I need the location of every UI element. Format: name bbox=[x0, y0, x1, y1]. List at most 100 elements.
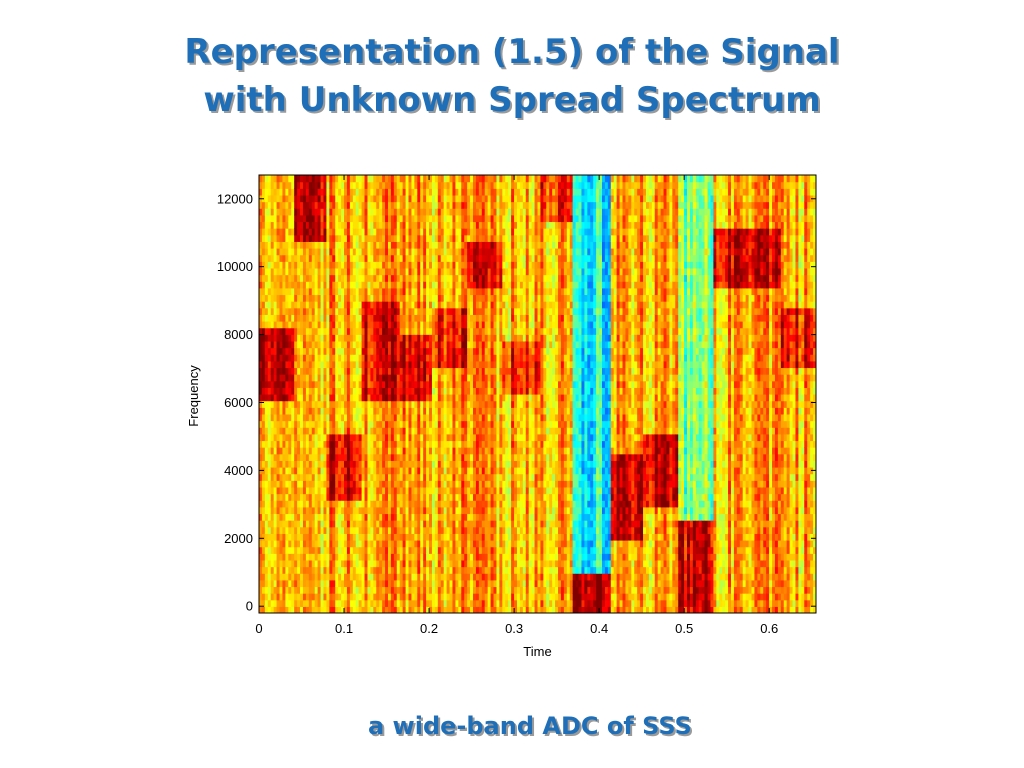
heatmap-cell bbox=[443, 566, 448, 574]
heatmap-cell bbox=[461, 420, 465, 428]
heatmap-cell bbox=[446, 374, 451, 382]
heatmap-cell bbox=[349, 427, 354, 435]
heatmap-cell bbox=[473, 394, 477, 402]
heatmap-cell bbox=[390, 321, 395, 329]
heatmap-cell bbox=[332, 188, 336, 196]
heatmap-cell bbox=[294, 241, 298, 249]
heatmap-cell bbox=[346, 480, 351, 488]
heatmap-cell bbox=[346, 447, 351, 455]
heatmap-cell bbox=[273, 540, 278, 548]
heatmap-cell bbox=[323, 234, 328, 242]
heatmap-cell bbox=[399, 281, 404, 289]
heatmap-cell bbox=[478, 480, 483, 488]
heatmap-cell bbox=[352, 261, 357, 269]
heatmap-cell bbox=[423, 593, 427, 601]
heatmap-cell bbox=[294, 447, 298, 455]
heatmap-cell bbox=[385, 208, 389, 216]
heatmap-cell bbox=[408, 420, 413, 428]
heatmap-cell bbox=[317, 314, 322, 322]
heatmap-cell bbox=[297, 599, 301, 607]
heatmap-cell bbox=[338, 374, 342, 382]
heatmap-cell bbox=[285, 540, 289, 548]
heatmap-cell bbox=[458, 460, 462, 468]
heatmap-cell bbox=[346, 214, 351, 223]
heatmap-cell bbox=[297, 546, 301, 554]
heatmap-cell bbox=[300, 228, 304, 236]
heatmap-cell bbox=[285, 559, 289, 568]
heatmap-cell bbox=[414, 606, 418, 613]
heatmap-cell bbox=[346, 553, 351, 561]
heatmap-cell bbox=[464, 327, 468, 335]
heatmap-cell bbox=[361, 407, 366, 415]
heatmap-cell bbox=[297, 201, 301, 209]
heatmap-cell bbox=[408, 559, 413, 568]
heatmap-cell bbox=[349, 234, 354, 242]
heatmap-cell bbox=[396, 427, 401, 435]
heatmap-cell bbox=[455, 387, 459, 395]
heatmap-cell bbox=[446, 294, 451, 302]
heatmap-cell bbox=[276, 586, 281, 594]
heatmap-cell bbox=[358, 486, 363, 495]
heatmap-cell bbox=[311, 453, 316, 461]
heatmap-cell bbox=[473, 566, 477, 574]
heatmap-cell bbox=[437, 281, 442, 289]
heatmap-cell bbox=[411, 360, 415, 369]
heatmap-cell bbox=[341, 181, 345, 189]
heatmap-cell bbox=[323, 526, 328, 534]
heatmap-cell bbox=[455, 281, 459, 289]
heatmap-cell bbox=[358, 360, 363, 369]
heatmap-cell bbox=[300, 287, 304, 296]
heatmap-cell bbox=[285, 553, 289, 561]
heatmap-cell bbox=[434, 506, 439, 515]
heatmap-cell bbox=[288, 500, 292, 508]
heatmap-cell bbox=[385, 599, 389, 607]
heatmap-cell bbox=[399, 513, 404, 521]
heatmap-cell bbox=[408, 586, 413, 594]
heatmap-cell bbox=[352, 566, 357, 574]
heatmap-cell bbox=[467, 520, 471, 528]
heatmap-cell bbox=[478, 467, 483, 475]
heatmap-cell bbox=[452, 327, 457, 335]
heatmap-cell bbox=[349, 520, 354, 528]
heatmap-cell bbox=[396, 234, 401, 242]
heatmap-cell bbox=[437, 347, 442, 355]
heatmap-cell bbox=[376, 281, 380, 289]
heatmap-cell bbox=[385, 433, 389, 442]
heatmap-cell bbox=[393, 314, 398, 322]
heatmap-cell bbox=[285, 201, 289, 209]
heatmap-cell bbox=[329, 427, 333, 435]
heatmap-cell bbox=[429, 413, 433, 422]
heatmap-cell bbox=[449, 573, 454, 581]
heatmap-cell bbox=[452, 321, 457, 329]
heatmap-cell bbox=[414, 175, 418, 183]
heatmap-cell bbox=[461, 367, 465, 375]
heatmap-cell bbox=[311, 287, 316, 296]
heatmap-cell bbox=[305, 314, 310, 322]
heatmap-cell bbox=[387, 307, 392, 315]
heatmap-cell bbox=[358, 281, 363, 289]
heatmap-cell bbox=[411, 347, 415, 355]
heatmap-cell bbox=[440, 314, 445, 322]
heatmap-cell bbox=[446, 513, 451, 521]
heatmap-cell bbox=[261, 599, 266, 607]
heatmap-cell bbox=[443, 287, 448, 296]
heatmap-cell bbox=[305, 559, 310, 568]
heatmap-cell bbox=[440, 579, 445, 588]
heatmap-cell bbox=[458, 188, 462, 196]
heatmap-cell bbox=[332, 248, 336, 256]
heatmap-cell bbox=[373, 467, 377, 475]
heatmap-cell bbox=[276, 566, 281, 574]
heatmap-cell bbox=[341, 208, 345, 216]
heatmap-cell bbox=[385, 526, 389, 534]
heatmap-cell bbox=[355, 553, 360, 561]
heatmap-cell bbox=[376, 480, 380, 488]
heatmap-cell bbox=[355, 599, 360, 607]
heatmap-cell bbox=[382, 354, 386, 362]
heatmap-cell bbox=[467, 334, 471, 342]
heatmap-cell bbox=[452, 181, 457, 189]
heatmap-cell bbox=[467, 188, 471, 196]
heatmap-cell bbox=[446, 380, 451, 388]
heatmap-cell bbox=[341, 221, 345, 229]
heatmap-cell bbox=[276, 241, 281, 249]
heatmap-cell bbox=[414, 493, 418, 501]
